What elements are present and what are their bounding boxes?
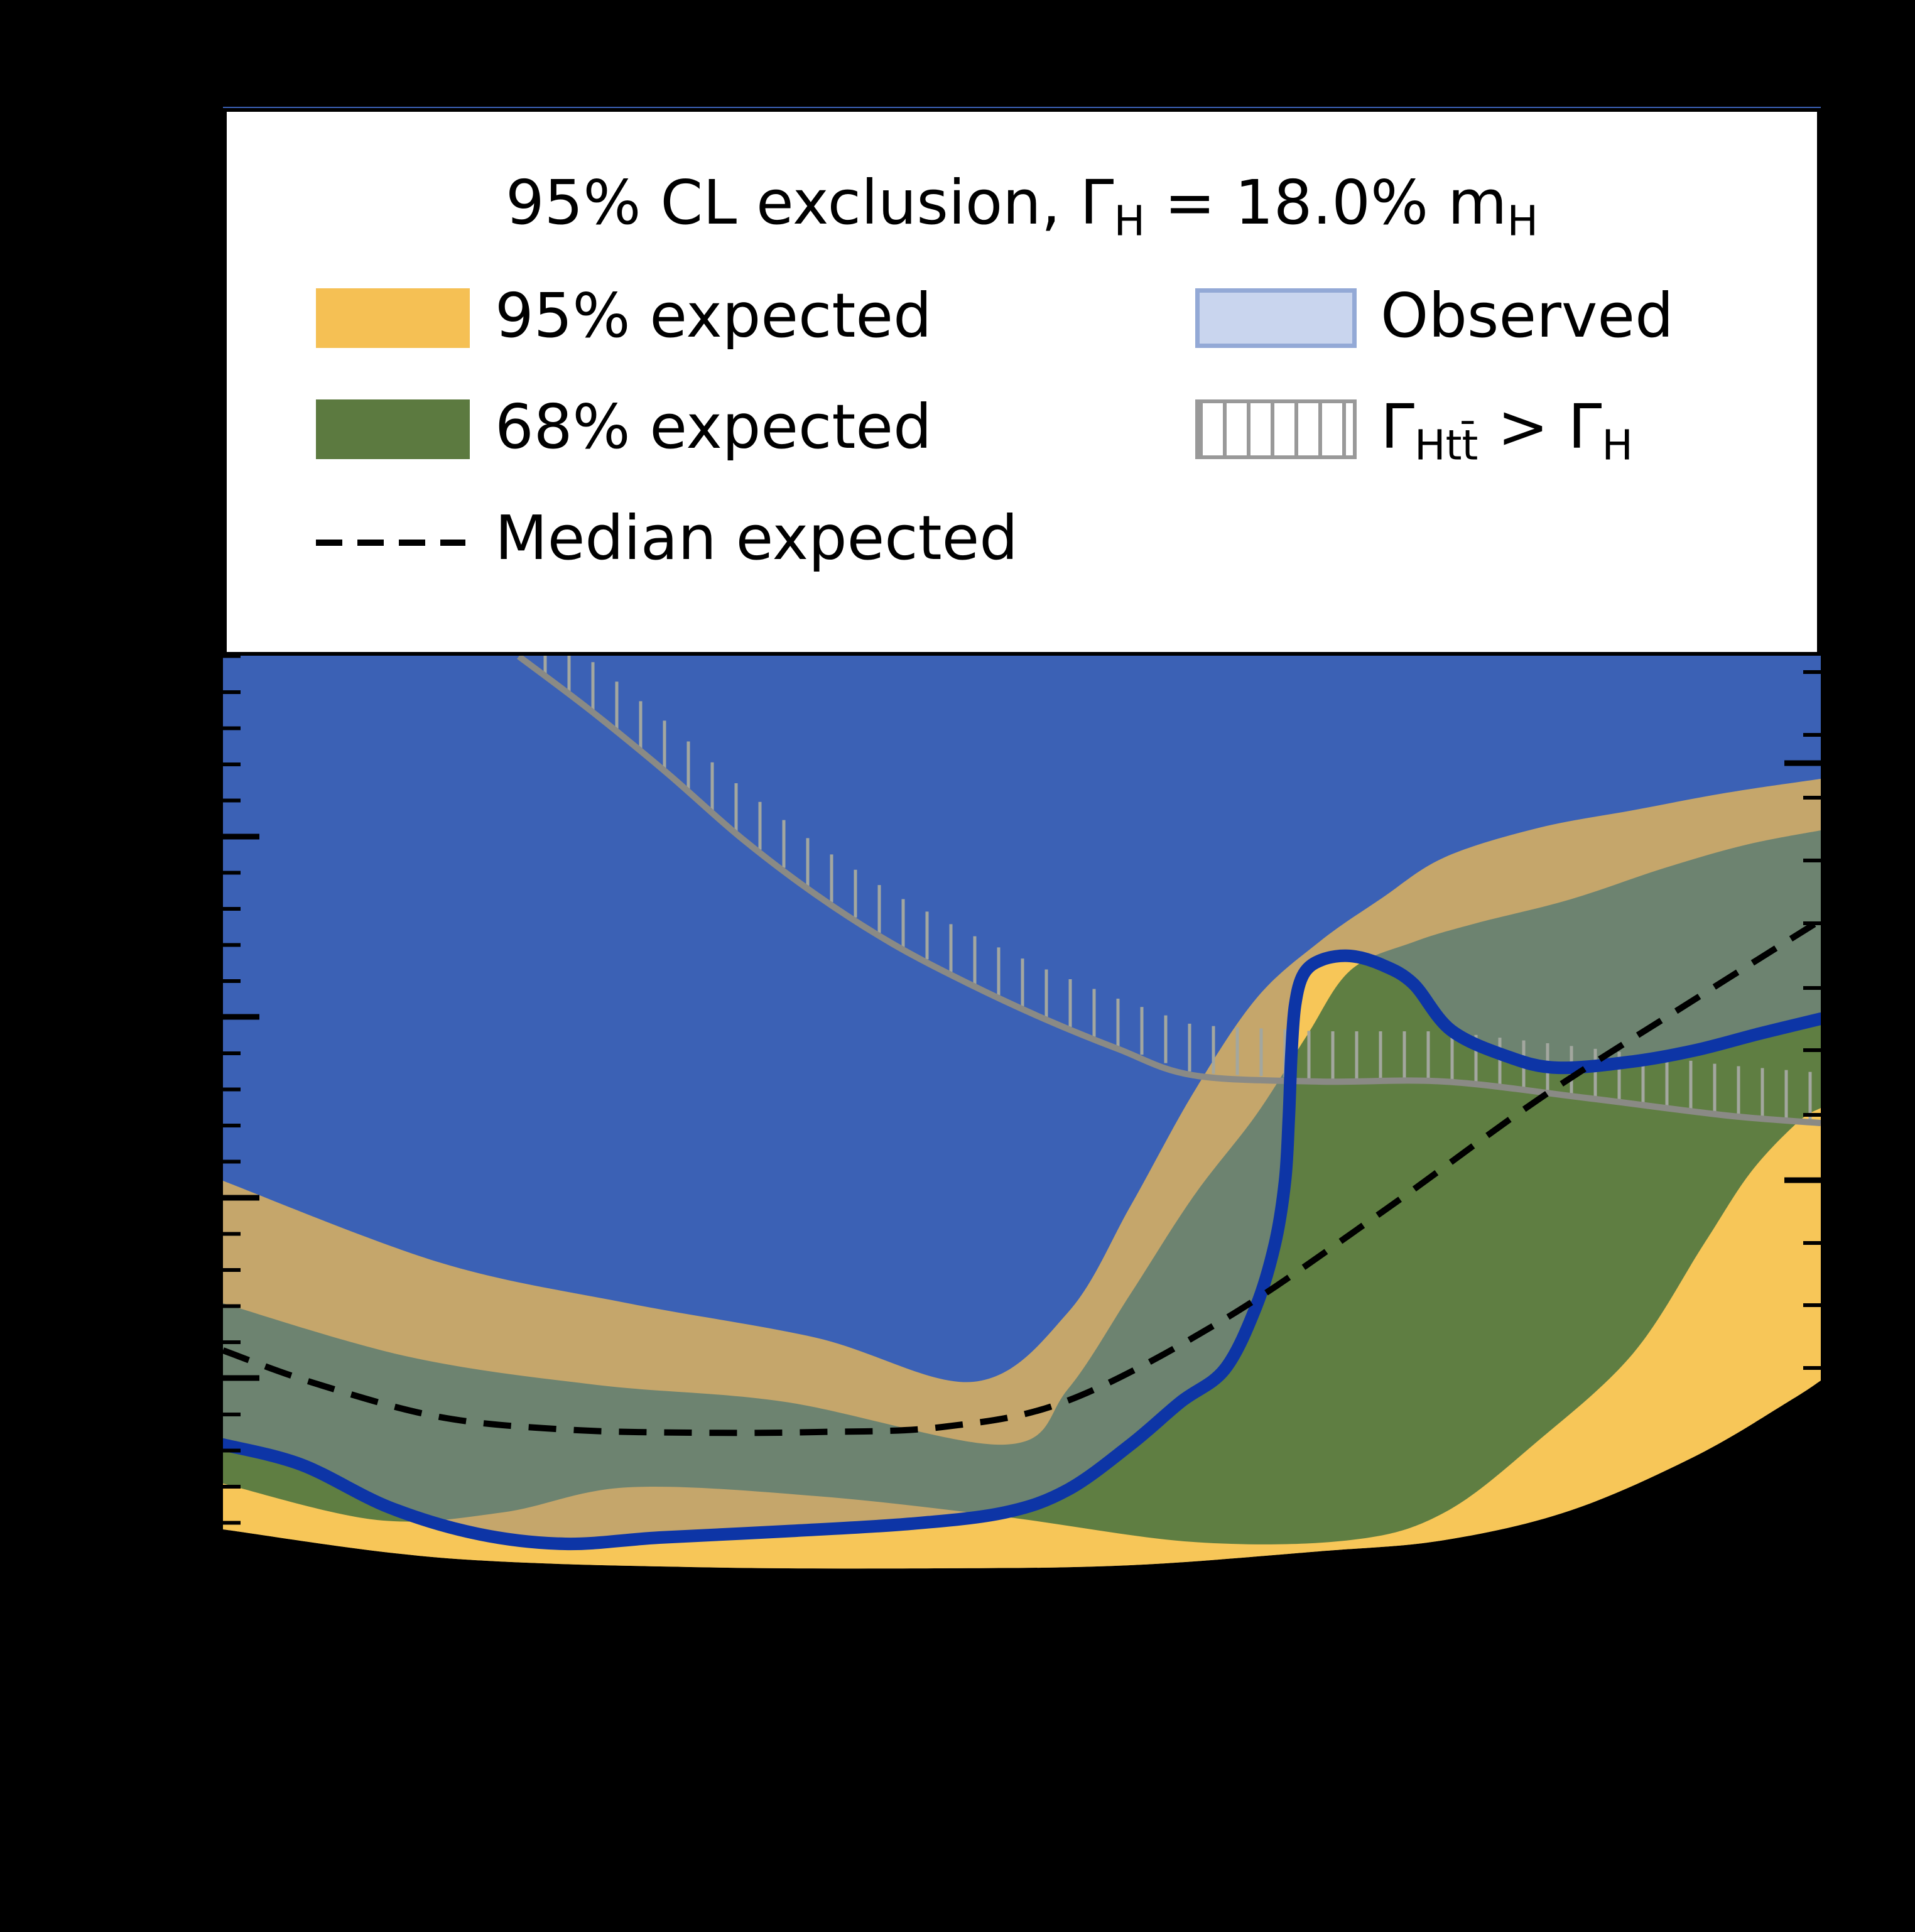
subscript-text: H [1114,197,1146,246]
text-segment: Γ [1080,167,1114,238]
band-68-expected [223,955,1821,1544]
observed-limit-line [223,949,1821,1551]
legend-swatch-hatched-gamma-region [1195,399,1357,459]
legend: 95% CL exclusion, ΓH = 18.0% mH 95% expe… [223,108,1821,656]
legend-label-gamma-htt: ΓHtt̄ > ΓH [1381,391,1633,469]
legend-label-observed: Observed [1381,280,1674,351]
text-segment: Γ [1381,391,1415,462]
legend-label-95-expected: 95% expected [495,280,932,351]
subscript-text: H [1602,421,1633,470]
legend-swatch-95-expected [316,288,470,348]
legend-swatch-observed [1195,288,1357,348]
gamma-htt-boundary-line [516,654,1821,1126]
subscript-text: Htt̄ [1414,421,1478,470]
text-segment: Γ [1568,391,1602,462]
axis-ticks [223,654,1821,1669]
subscript-text: H [1507,197,1539,246]
legend-title: 95% CL exclusion, ΓH = 18.0% mH [227,167,1817,245]
median-expected-line [223,917,1821,1436]
text-segment: = 18.0% m [1145,167,1507,238]
text-segment: > [1478,391,1568,462]
legend-label-68-expected: 68% expected [495,391,932,462]
legend-swatch-median-dashed-line [316,540,465,546]
legend-label-median-expected: Median expected [495,502,1018,573]
legend-swatch-68-expected [316,399,470,459]
text-segment: 95% CL exclusion, [505,167,1080,238]
